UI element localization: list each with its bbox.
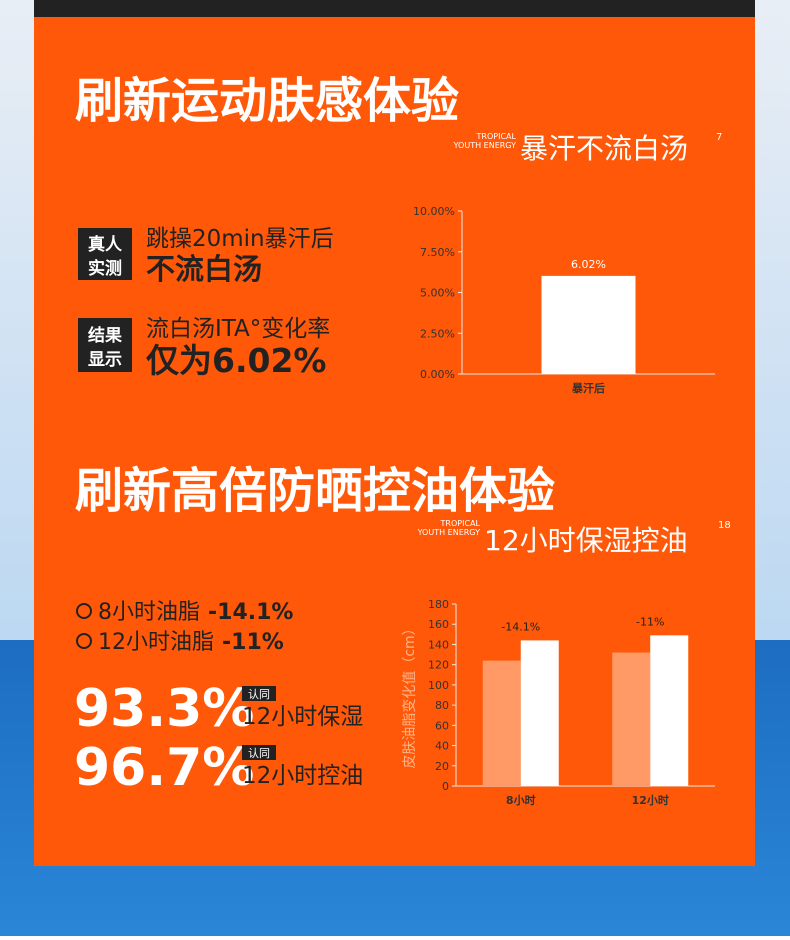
stat-value: 96.7%	[74, 738, 254, 798]
item-line: 仅为6.02%	[146, 341, 327, 380]
value-label: 6.02%	[571, 258, 606, 271]
footnote: 18	[718, 520, 731, 531]
item-line: 不流白汤	[146, 252, 262, 286]
y-tick-label: 60	[435, 719, 449, 732]
list-value: -11%	[222, 630, 284, 655]
subtitle: 12小时保湿控油	[484, 524, 688, 557]
badge-text: 真人	[88, 234, 123, 255]
bar	[612, 652, 651, 786]
stat-value: 93.3%	[74, 679, 254, 739]
x-tick-label: 8小时	[506, 793, 536, 807]
item-line: 流白汤ITA°变化率	[146, 316, 330, 342]
y-tick-label: 120	[428, 659, 449, 672]
item-line: 跳操20min暴汗后	[146, 226, 334, 252]
y-tick-label: 160	[428, 618, 449, 631]
y-tick-label: 180	[428, 598, 449, 611]
badge-text: 显示	[88, 350, 122, 370]
brand: YOUTH ENERGY	[417, 528, 481, 537]
badge	[78, 318, 132, 372]
badge-text: 实测	[88, 258, 122, 279]
footnote: 7	[716, 132, 722, 143]
y-tick-label: 10.00%	[413, 205, 455, 218]
list-item: 12小时油脂 -11%	[98, 630, 284, 655]
annotation: -14.1%	[501, 620, 540, 633]
list-label: 12小时油脂	[98, 630, 214, 655]
y-tick-label: 80	[435, 699, 449, 712]
top-bar	[34, 0, 755, 17]
bar	[520, 640, 559, 786]
y-tick-label: 20	[435, 760, 449, 773]
subtitle: 暴汗不流白汤	[520, 132, 688, 165]
bar	[482, 660, 521, 786]
badge-text: 结果	[88, 325, 122, 346]
stat-badge-text: 认同	[248, 747, 270, 760]
y-axis-label: 皮肤油脂变化值（cm）	[402, 621, 418, 768]
stat-badge	[242, 745, 276, 760]
stat-label: 12小时保湿	[242, 704, 363, 730]
brand: TROPICAL	[440, 519, 481, 528]
y-tick-label: 40	[435, 740, 449, 753]
bar	[650, 635, 689, 786]
section-title: 刷新运动肤感体验	[75, 73, 459, 129]
bar	[541, 275, 636, 374]
section-title: 刷新高倍防晒控油体验	[75, 463, 555, 519]
y-tick-label: 5.00%	[420, 287, 455, 300]
stat-badge	[242, 686, 276, 701]
y-tick-label: 140	[428, 638, 449, 651]
list-label: 8小时油脂	[98, 600, 200, 625]
y-tick-label: 0.00%	[420, 368, 455, 381]
y-tick-label: 2.50%	[420, 327, 455, 340]
stat-label: 12小时控油	[242, 763, 363, 789]
y-tick-label: 0	[442, 780, 449, 793]
brand: YOUTH ENERGY	[453, 141, 517, 150]
annotation: -11%	[636, 615, 664, 628]
bullet	[76, 603, 92, 619]
y-tick-label: 7.50%	[420, 246, 455, 259]
list-item: 8小时油脂 -14.1%	[98, 600, 293, 625]
brand: TROPICAL	[476, 132, 517, 141]
bullet	[76, 633, 92, 649]
list-value: -14.1%	[208, 600, 293, 625]
badge	[78, 228, 132, 280]
y-tick-label: 100	[428, 679, 449, 692]
x-tick-label: 暴汗后	[571, 381, 605, 395]
x-tick-label: 12小时	[632, 793, 669, 807]
stat-badge-text: 认同	[248, 688, 270, 701]
